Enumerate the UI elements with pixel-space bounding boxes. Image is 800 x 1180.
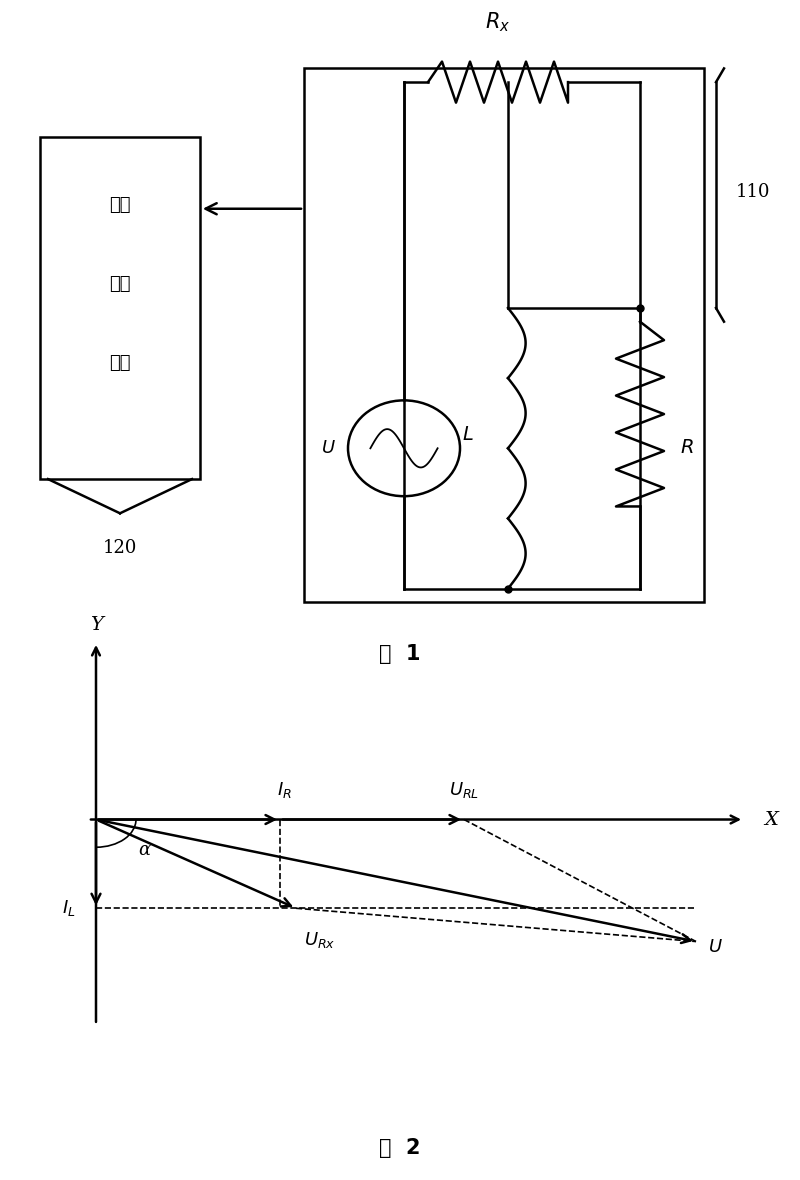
Text: $U_{RL}$: $U_{RL}$ [449, 780, 479, 800]
Text: $U$: $U$ [708, 938, 723, 956]
Text: 阻值: 阻值 [110, 196, 130, 215]
Bar [40, 137, 200, 479]
Text: $L$: $L$ [462, 426, 474, 444]
Text: 图  1: 图 1 [379, 644, 421, 664]
Text: $R_x$: $R_x$ [486, 11, 510, 34]
Text: Y: Y [90, 616, 102, 634]
Bar [304, 68, 704, 602]
Text: $I_R$: $I_R$ [277, 780, 291, 800]
Text: X: X [764, 811, 778, 828]
Text: 110: 110 [736, 183, 770, 201]
Text: 计算: 计算 [110, 275, 130, 293]
Text: α: α [138, 841, 150, 859]
Text: 图  2: 图 2 [379, 1138, 421, 1158]
Text: $U_{Rx}$: $U_{Rx}$ [304, 930, 335, 950]
Text: 单元: 单元 [110, 354, 130, 372]
Text: $I_L$: $I_L$ [62, 898, 76, 918]
Text: $U$: $U$ [321, 439, 336, 458]
Text: $R$: $R$ [680, 439, 694, 458]
Text: 120: 120 [103, 538, 137, 557]
